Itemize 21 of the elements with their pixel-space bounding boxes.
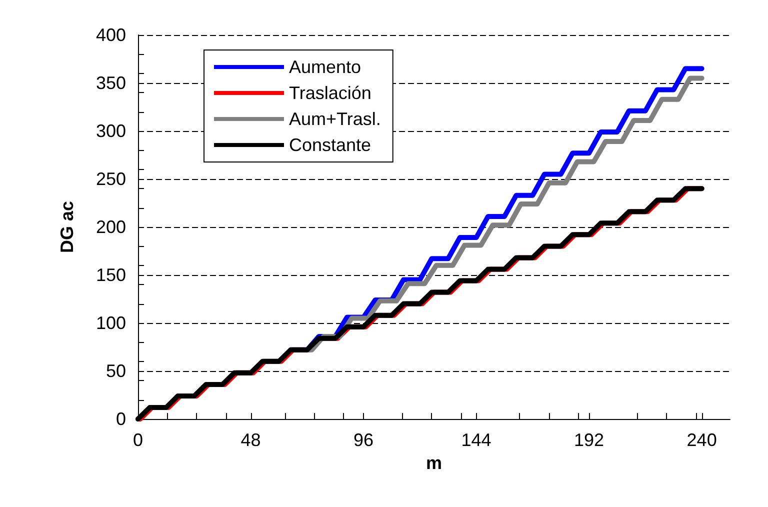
legend-label: Traslación (289, 83, 372, 103)
x-tick-label: 48 (240, 430, 261, 450)
y-tick-label: 100 (96, 313, 126, 333)
x-tick-label: 192 (574, 430, 604, 450)
x-axis-title: m (426, 452, 442, 473)
y-tick-label: 350 (96, 73, 126, 93)
y-tick-label: 250 (96, 169, 126, 189)
legend-label: Aumento (289, 57, 362, 77)
y-axis-title: DG ac (57, 200, 77, 254)
x-tick-label: 96 (354, 430, 374, 450)
y-tick-label: 300 (96, 121, 126, 141)
y-tick-label: 150 (96, 265, 126, 285)
x-tick-label: 0 (132, 430, 144, 450)
y-tick-label: 200 (96, 217, 126, 237)
y-tick-label: 0 (116, 409, 126, 429)
legend-label: Aum+Trasl. (289, 109, 381, 129)
y-tick-label: 50 (106, 361, 126, 381)
x-tick-label: 144 (461, 430, 492, 450)
legend-label: Constante (289, 135, 372, 155)
y-tick-label: 400 (96, 25, 126, 45)
x-tick-label: 240 (686, 430, 717, 450)
